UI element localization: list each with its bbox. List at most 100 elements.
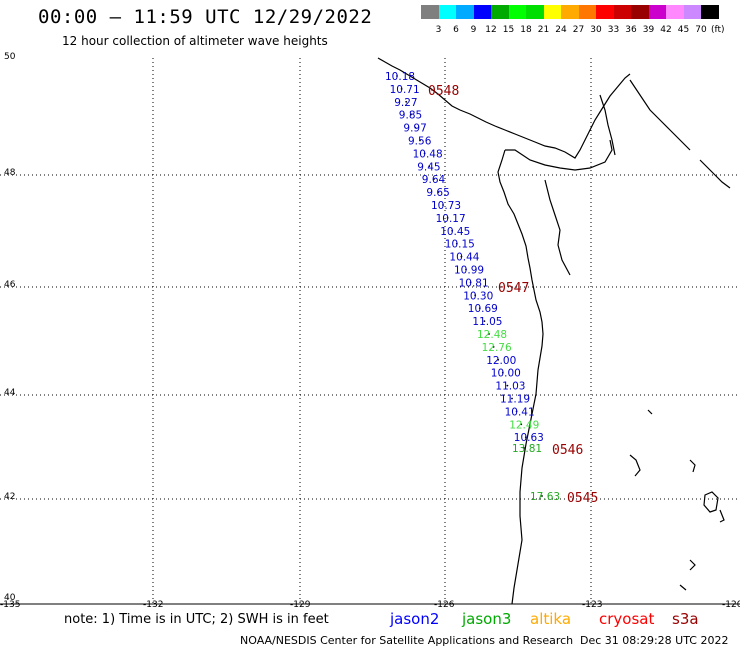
map-subtitle: 12 hour collection of altimeter wave hei… (62, 34, 328, 48)
lat-label: 44 (4, 388, 16, 398)
map-title: 00:00 – 11:59 UTC 12/29/2022 (38, 6, 373, 28)
scale-swatch (526, 5, 544, 19)
satellite-altika: altika (530, 610, 572, 628)
wave-height-label: 13.81 (512, 443, 542, 455)
satellite-track (396, 75, 543, 497)
scale-swatch (491, 5, 509, 19)
lat-label: 50 (4, 52, 16, 62)
wave-height-label: 10.81 (459, 277, 489, 289)
track-point (483, 320, 486, 322)
wave-height-label: 10.15 (445, 239, 475, 251)
scale-label: 36 (625, 25, 637, 35)
lon-label: -123 (582, 600, 603, 610)
wave-height-label: 10.63 (514, 432, 544, 444)
track-point (474, 294, 477, 297)
lon-label: -135 (0, 600, 21, 610)
wave-height-label: 10.17 (436, 213, 466, 225)
track-point (501, 371, 504, 374)
scale-unit: (ft) (711, 25, 725, 35)
scale-label: 21 (537, 25, 550, 35)
track-point (428, 165, 431, 168)
scale-swatch (473, 5, 491, 19)
wave-height-label: 10.73 (431, 200, 461, 212)
track-point (451, 229, 454, 232)
scale-label: 70 (695, 25, 707, 35)
time-labels: 0548 0547 0546 0545 (428, 84, 598, 506)
wave-height-label: 11.05 (472, 316, 502, 328)
track-point (400, 88, 403, 90)
scale-label: 42 (660, 25, 672, 35)
track-point (432, 178, 435, 181)
track-point (405, 100, 408, 103)
pass-time-label: 0545 (567, 491, 598, 506)
track-point (419, 139, 421, 142)
track-point (523, 447, 525, 449)
scale-swatch (648, 5, 666, 19)
scale-swatch (701, 5, 719, 19)
track-point (515, 410, 518, 413)
scale-swatch (561, 5, 579, 19)
observation-labels: 10.1810.719.279.859.979.5610.489.459.649… (385, 71, 560, 503)
generation-timestamp: Dec 31 08:29:28 UTC 2022 (580, 634, 729, 647)
scale-swatch (421, 5, 439, 19)
scale-swatch (456, 5, 474, 19)
track-point (465, 268, 467, 271)
wave-height-label: 9.27 (394, 97, 417, 109)
wave-height-label: 10.71 (390, 84, 420, 96)
wave-height-label: 9.97 (403, 123, 426, 135)
lon-label: -126 (434, 600, 455, 610)
wave-height-label: 17.63 (530, 491, 560, 503)
track-point (524, 436, 527, 439)
scale-swatch (508, 5, 526, 19)
wave-height-label: 10.45 (440, 226, 470, 238)
credit-line: NOAA/NESDIS Center for Satellite Applica… (240, 634, 574, 647)
scale-label: 6 (453, 25, 459, 35)
wave-height-label: 12.48 (477, 329, 507, 341)
satellite-s3a: s3a (672, 610, 699, 628)
wave-height-label: 10.00 (491, 368, 521, 380)
wave-height-label: 10.41 (505, 406, 535, 418)
wave-height-map: 10.1810.719.279.859.979.5610.489.459.649… (0, 57, 740, 605)
wave-height-label: 12.00 (486, 355, 516, 367)
lon-label: -129 (290, 600, 311, 610)
wave-height-label: 11.03 (495, 381, 525, 393)
track-point (541, 495, 543, 497)
track-point (446, 217, 449, 219)
scale-label: 45 (677, 25, 690, 35)
track-point (396, 75, 398, 77)
wave-height-label: 10.69 (468, 303, 498, 315)
scale-label: 3 (435, 25, 442, 35)
scale-label: 39 (642, 25, 655, 35)
track-point (437, 191, 440, 194)
scale-swatch (438, 5, 456, 19)
scale-label: 27 (572, 25, 585, 35)
scale-label: 12 (485, 25, 497, 35)
pass-time-label: 0548 (428, 84, 459, 99)
wave-height-label: 9.65 (426, 187, 449, 199)
wave-height-label: 10.30 (463, 290, 493, 302)
track-point (469, 281, 472, 284)
track-point (423, 152, 426, 155)
track-point (520, 423, 523, 426)
footnote: note: 1) Time is in UTC; 2) SWH is in fe… (64, 612, 329, 627)
track-point (492, 346, 495, 348)
wave-height-label: 12.49 (509, 419, 539, 431)
wave-height-label: 9.85 (399, 110, 422, 122)
track-point (455, 242, 458, 245)
lon-label: -120 (722, 600, 740, 610)
wave-height-label: 10.18 (385, 71, 415, 83)
pass-time-label: 0547 (498, 281, 529, 296)
lat-label: 42 (4, 492, 16, 502)
scale-label: 15 (502, 25, 515, 35)
track-point (506, 384, 509, 387)
scale-swatch (666, 5, 684, 19)
wave-height-label: 9.56 (408, 136, 432, 148)
wave-height-label: 11.19 (500, 394, 530, 406)
wave-height-label: 9.64 (422, 174, 446, 186)
scale-label: 33 (607, 25, 620, 35)
scale-swatch (543, 5, 561, 19)
track-point (511, 397, 513, 400)
scale-label: 30 (590, 25, 602, 35)
pass-time-label: 0546 (552, 443, 583, 458)
lat-label: 40 (4, 593, 16, 603)
